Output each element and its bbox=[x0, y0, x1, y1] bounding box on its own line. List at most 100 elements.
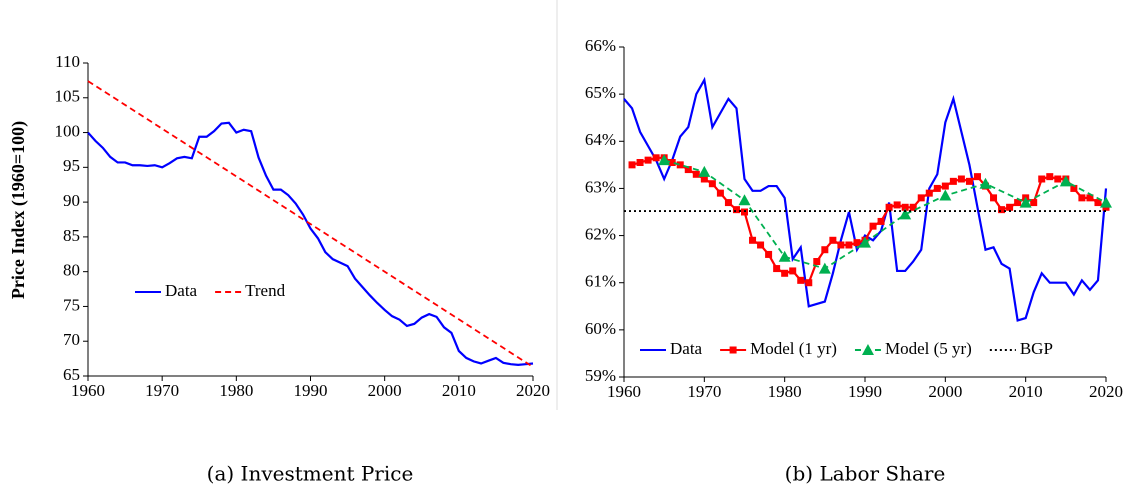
marker bbox=[990, 194, 998, 202]
y-tick-label: 85 bbox=[63, 226, 80, 245]
marker bbox=[837, 241, 845, 249]
legend-label: Model (5 yr) bbox=[885, 339, 972, 358]
marker bbox=[668, 159, 676, 166]
legend-marker bbox=[861, 344, 874, 355]
marker bbox=[698, 165, 711, 177]
marker bbox=[917, 194, 925, 202]
caption: (a) Investment Price bbox=[207, 462, 414, 486]
marker bbox=[1054, 175, 1062, 183]
marker bbox=[869, 222, 877, 230]
y-tick-label: 80 bbox=[63, 261, 80, 280]
x-tick-label: 2000 bbox=[928, 382, 962, 401]
marker bbox=[652, 154, 660, 162]
marker bbox=[708, 180, 716, 188]
marker bbox=[1094, 199, 1102, 207]
legend-label: Model (1 yr) bbox=[750, 339, 837, 358]
y-tick-label: 95 bbox=[63, 156, 80, 175]
marker bbox=[901, 203, 909, 211]
marker bbox=[1046, 173, 1054, 181]
marker bbox=[933, 184, 941, 192]
marker bbox=[909, 203, 917, 211]
marker bbox=[1070, 184, 1078, 192]
marker bbox=[773, 265, 781, 273]
marker bbox=[789, 267, 797, 275]
caption: (b) Labor Share bbox=[785, 462, 946, 486]
x-tick-label: 2010 bbox=[442, 381, 476, 400]
x-tick-label: 2000 bbox=[368, 381, 402, 400]
x-tick-label: 1970 bbox=[145, 381, 179, 400]
marker bbox=[941, 182, 949, 190]
marker bbox=[979, 177, 992, 189]
marker bbox=[1030, 199, 1038, 207]
legend-label: Data bbox=[670, 339, 703, 358]
x-tick-label: 1960 bbox=[607, 382, 641, 401]
y-tick-label: 65 bbox=[63, 365, 80, 384]
series-line bbox=[87, 80, 534, 368]
marker bbox=[636, 159, 644, 166]
marker bbox=[676, 161, 684, 169]
marker bbox=[644, 156, 652, 164]
y-tick-label: 70 bbox=[63, 330, 80, 349]
marker bbox=[1059, 175, 1072, 187]
marker bbox=[692, 170, 700, 178]
marker bbox=[684, 166, 692, 174]
marker bbox=[859, 236, 871, 248]
marker bbox=[757, 241, 765, 249]
series-line bbox=[87, 121, 534, 366]
marker bbox=[1078, 194, 1086, 202]
marker bbox=[813, 258, 821, 265]
series-line bbox=[663, 159, 1107, 270]
x-tick-label: 1970 bbox=[687, 382, 721, 401]
x-tick-label: 1980 bbox=[219, 381, 253, 400]
marker bbox=[1006, 203, 1014, 211]
marker bbox=[628, 161, 636, 169]
marker bbox=[973, 173, 981, 181]
y-axis-label: Price Index (1960=100) bbox=[8, 121, 29, 299]
marker bbox=[998, 206, 1006, 214]
marker bbox=[805, 279, 813, 287]
marker bbox=[741, 208, 748, 216]
y-tick-label: 105 bbox=[55, 87, 81, 106]
marker bbox=[893, 201, 901, 209]
y-tick-label: 64% bbox=[585, 130, 616, 149]
y-tick-label: 62% bbox=[585, 224, 616, 243]
marker bbox=[1100, 196, 1112, 208]
y-tick-label: 90 bbox=[63, 191, 80, 210]
y-tick-label: 60% bbox=[585, 319, 616, 338]
marker bbox=[925, 189, 933, 197]
x-tick-label: 2020 bbox=[1089, 382, 1123, 401]
marker bbox=[1019, 196, 1032, 208]
marker bbox=[885, 203, 893, 211]
x-tick-label: 1960 bbox=[71, 381, 105, 400]
marker bbox=[724, 199, 732, 207]
x-tick-label: 1980 bbox=[768, 382, 802, 401]
marker bbox=[749, 236, 757, 244]
y-tick-label: 63% bbox=[585, 177, 616, 196]
marker bbox=[781, 269, 789, 277]
y-tick-label: 75 bbox=[63, 295, 80, 314]
marker bbox=[818, 262, 831, 274]
marker bbox=[821, 246, 829, 254]
marker bbox=[939, 189, 952, 201]
legend-label: Data bbox=[165, 281, 198, 300]
y-tick-label: 110 bbox=[55, 52, 80, 71]
x-tick-label: 2020 bbox=[516, 381, 550, 400]
marker bbox=[716, 189, 724, 197]
marker bbox=[738, 194, 751, 206]
marker bbox=[778, 250, 791, 262]
marker bbox=[1086, 194, 1094, 202]
legend-label: Trend bbox=[245, 281, 285, 300]
marker bbox=[700, 175, 708, 183]
y-tick-label: 65% bbox=[585, 83, 616, 102]
marker bbox=[899, 208, 912, 220]
y-tick-label: 59% bbox=[585, 366, 616, 385]
x-tick-label: 2010 bbox=[1009, 382, 1043, 401]
marker bbox=[957, 175, 965, 183]
x-tick-label: 1990 bbox=[294, 381, 328, 400]
marker bbox=[829, 236, 837, 244]
marker bbox=[658, 154, 671, 166]
marker bbox=[1014, 199, 1022, 207]
marker bbox=[845, 241, 853, 249]
y-tick-label: 66% bbox=[585, 36, 616, 55]
